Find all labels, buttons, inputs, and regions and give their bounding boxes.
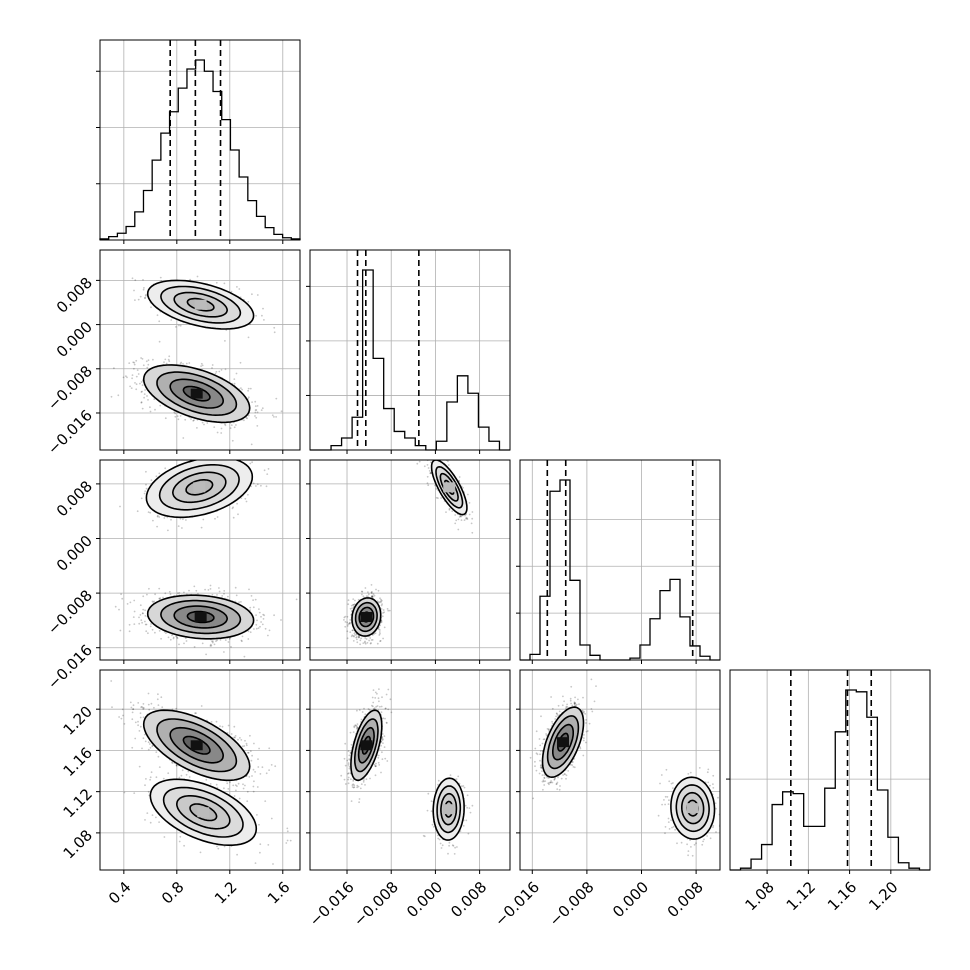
panel-frame-3-2 <box>519 669 721 871</box>
panel-frame-3-0 <box>99 669 301 871</box>
histogram-panel-3 <box>726 669 931 874</box>
density-peak-2-1-1 <box>360 611 373 622</box>
density-peak-3-1-0 <box>360 740 373 751</box>
histogram-line-3 <box>730 689 930 871</box>
histogram-panel-2 <box>516 459 721 664</box>
x-tick-label-0-3: 1.6 <box>264 878 294 908</box>
scatter-panel-2-1 <box>306 459 511 664</box>
x-tick-label-2-1: −0.008 <box>546 878 598 930</box>
x-tick-label-0-1: 0.8 <box>158 878 188 908</box>
panel-frame-2-2 <box>519 459 721 661</box>
density-peak-1-0-1 <box>190 388 203 399</box>
density-peak-3-2-1 <box>686 803 699 814</box>
y-tick-label-1-2: 0.000 <box>53 318 96 361</box>
x-tick-label-1-0: −0.016 <box>306 878 358 930</box>
y-tick-label-2-2: 0.000 <box>53 532 96 575</box>
scatter-panel-3-2 <box>516 669 721 874</box>
density-peak-1-0-0 <box>194 299 207 310</box>
panel-frame-1-1 <box>309 249 511 451</box>
density-peak-3-0-0 <box>190 740 203 751</box>
x-tick-label-2-3: 0.008 <box>664 878 707 921</box>
x-tick-label-1-1: −0.008 <box>350 878 402 930</box>
density-peak-2-1-0 <box>443 482 456 493</box>
x-tick-label-3-3: 1.20 <box>865 878 901 914</box>
density-peak-3-0-1 <box>197 807 210 818</box>
y-tick-label-3-1: 1.12 <box>60 785 96 821</box>
y-tick-label-1-0: −0.016 <box>44 406 96 458</box>
density-peak-3-2-0 <box>557 737 570 748</box>
x-tick-label-1-2: 0.000 <box>403 878 446 921</box>
density-peak-3-1-1 <box>442 804 455 815</box>
histogram-panel-1 <box>306 249 511 454</box>
panel-frame-3-3 <box>729 669 931 871</box>
scatter-panel-2-0 <box>96 459 301 664</box>
scatter-panel-3-0 <box>96 669 301 874</box>
x-tick-label-2-2: 0.000 <box>609 878 652 921</box>
x-tick-label-0-2: 1.2 <box>211 878 241 908</box>
x-tick-label-3-2: 1.16 <box>824 878 860 914</box>
scatter-panel-1-0 <box>96 249 301 454</box>
x-tick-label-3-1: 1.12 <box>783 878 819 914</box>
histogram-line-1 <box>310 269 510 451</box>
y-tick-label-3-0: 1.08 <box>60 826 96 862</box>
y-tick-label-1-3: 0.008 <box>53 274 96 317</box>
panel-frame-2-1 <box>309 459 511 661</box>
x-tick-label-0-0: 0.4 <box>105 878 135 908</box>
density-peak-2-0-1 <box>194 611 207 622</box>
x-tick-label-1-3: 0.008 <box>447 878 490 921</box>
scatter-panel-3-1 <box>306 669 511 874</box>
panel-frame-3-1 <box>309 669 511 871</box>
histogram-line-2 <box>520 479 720 661</box>
x-tick-label-3-0: 1.08 <box>742 878 778 914</box>
y-tick-label-2-0: −0.016 <box>44 641 96 693</box>
panel-frame-1-0 <box>99 249 301 451</box>
histogram-line-0 <box>99 59 301 240</box>
y-tick-label-3-3: 1.20 <box>60 702 96 738</box>
histogram-panel-0 <box>96 39 301 244</box>
y-tick-label-2-1: −0.008 <box>44 586 96 638</box>
panel-frame-2-0 <box>99 459 301 661</box>
density-peak-2-0-0 <box>193 482 206 493</box>
y-tick-label-2-3: 0.008 <box>53 477 96 520</box>
y-tick-label-1-1: −0.008 <box>44 362 96 414</box>
y-tick-label-3-2: 1.16 <box>60 744 96 780</box>
x-tick-label-2-0: −0.016 <box>491 878 543 930</box>
panel-frame-0-0 <box>99 39 301 241</box>
